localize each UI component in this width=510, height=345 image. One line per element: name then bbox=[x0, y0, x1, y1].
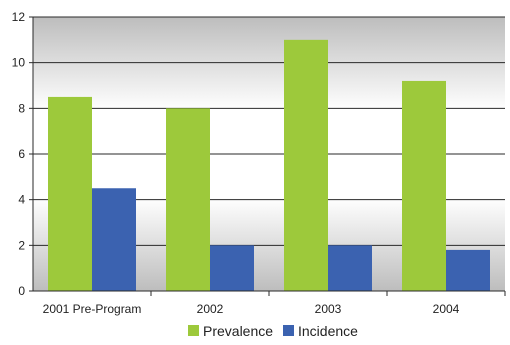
bar-prevalence-2003 bbox=[284, 39, 328, 292]
legend-label-prevalence: Prevalence bbox=[203, 323, 273, 339]
y-axis-ticks: 0 2 4 6 8 10 12 bbox=[12, 10, 33, 298]
y-tick-label: 0 bbox=[18, 284, 25, 298]
y-tick-label: 8 bbox=[18, 101, 25, 115]
x-tick-label: 2003 bbox=[315, 302, 342, 316]
x-tick-label: 2004 bbox=[433, 302, 460, 316]
y-tick-label: 4 bbox=[18, 193, 25, 207]
bar-prevalence-2001-pre-program bbox=[48, 96, 92, 292]
y-tick-label: 2 bbox=[18, 238, 25, 252]
legend-swatch-incidence bbox=[283, 325, 294, 336]
bar-prevalence-2002 bbox=[166, 108, 210, 291]
x-tick-label: 2001 Pre-Program bbox=[43, 302, 142, 316]
x-tick-label: 2002 bbox=[197, 302, 224, 316]
legend-label-incidence: Incidence bbox=[298, 323, 358, 339]
bar-incidence-2001-pre-program bbox=[92, 188, 136, 291]
y-tick-label: 12 bbox=[12, 10, 26, 24]
x-axis-ticks: 2001 Pre-Program 2002 2003 2004 bbox=[43, 291, 506, 316]
legend: Prevalence Incidence bbox=[188, 323, 358, 339]
bar-incidence-2003 bbox=[328, 245, 372, 291]
bar-incidence-2002 bbox=[210, 245, 254, 291]
legend-swatch-prevalence bbox=[188, 325, 199, 336]
y-tick-label: 6 bbox=[18, 147, 25, 161]
bar-prevalence-2004 bbox=[402, 80, 446, 291]
bars bbox=[48, 39, 490, 292]
bar-incidence-2004 bbox=[446, 249, 490, 291]
y-tick-label: 10 bbox=[12, 56, 26, 70]
